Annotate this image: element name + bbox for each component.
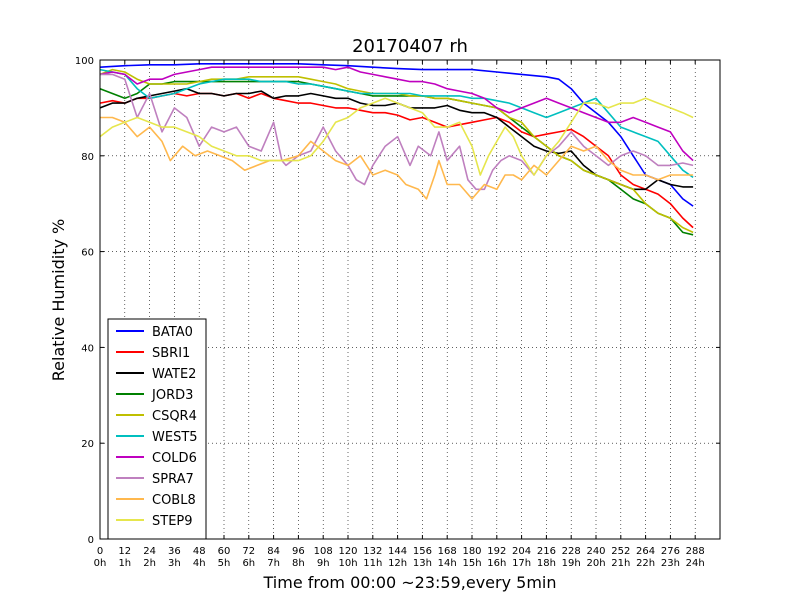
legend-label: BATA0 — [152, 325, 193, 340]
y-tick-label: 80 — [81, 152, 94, 163]
series-line-spra7 — [100, 73, 694, 191]
legend-label: CSQR4 — [152, 409, 197, 424]
x-tick-hour-label: 14h — [438, 558, 457, 569]
x-tick-label: 180 — [462, 546, 481, 557]
legend-label: JORD3 — [151, 388, 193, 403]
x-tick-label: 276 — [661, 546, 680, 557]
y-axis-label: Relative Humidity % — [49, 219, 68, 381]
series-line-sbri1 — [99, 92, 694, 229]
series-line-step9 — [99, 97, 694, 176]
x-tick-label: 168 — [438, 546, 457, 557]
y-tick-label: 100 — [75, 56, 94, 67]
x-tick-hour-label: 10h — [338, 558, 357, 569]
x-tick-hour-label: 4h — [193, 558, 206, 569]
x-tick-label: 108 — [314, 546, 333, 557]
series-line-cold6 — [99, 66, 694, 162]
legend-label: WEST5 — [152, 430, 198, 445]
x-tick-label: 48 — [193, 546, 206, 557]
x-tick-label: 24 — [143, 546, 156, 557]
y-tick-label: 60 — [81, 248, 94, 259]
x-tick-hour-label: 22h — [636, 558, 655, 569]
x-tick-label: 252 — [611, 546, 630, 557]
x-tick-label: 228 — [562, 546, 581, 557]
x-tick-label: 204 — [512, 546, 531, 557]
x-tick-hour-label: 24h — [686, 558, 705, 569]
series-line-cobl8 — [100, 116, 694, 200]
x-tick-label: 156 — [413, 546, 432, 557]
x-tick-hour-label: 8h — [292, 558, 305, 569]
x-tick-label: 144 — [388, 546, 407, 557]
x-tick-hour-label: 17h — [512, 558, 531, 569]
x-tick-hour-label: 16h — [487, 558, 506, 569]
series-lines — [99, 63, 694, 236]
x-tick-label: 264 — [636, 546, 655, 557]
x-tick-label: 216 — [537, 546, 556, 557]
x-tick-label: 192 — [487, 546, 506, 557]
plot-frame — [99, 59, 721, 540]
legend-box — [107, 318, 207, 540]
x-tick-label: 240 — [586, 546, 605, 557]
x-tick-label: 72 — [242, 546, 255, 557]
x-tick-hour-label: 3h — [168, 558, 181, 569]
chart-title: 20170407 rh — [352, 36, 468, 57]
legend-label: SBRI1 — [152, 346, 190, 361]
series-line-jord3 — [99, 80, 694, 236]
x-tick-hour-label: 1h — [118, 558, 131, 569]
x-tick-hour-label: 18h — [537, 558, 556, 569]
x-tick-hour-label: 2h — [143, 558, 156, 569]
x-tick-hour-label: 11h — [363, 558, 382, 569]
x-tick-hour-label: 13h — [413, 558, 432, 569]
x-tick-label: 288 — [686, 546, 705, 557]
x-tick-hour-label: 5h — [218, 558, 231, 569]
x-tick-label: 12 — [118, 546, 131, 557]
legend-label: SPRA7 — [152, 472, 194, 487]
x-axis-label: Time from 00:00 ~23:59,every 5min — [263, 573, 557, 592]
x-tick-label: 120 — [338, 546, 357, 557]
x-tick-hour-label: 7h — [267, 558, 280, 569]
legend-label: COLD6 — [152, 451, 197, 466]
legend-label: COBL8 — [152, 493, 196, 508]
x-tick-hour-label: 6h — [242, 558, 255, 569]
axis-ticks: 00h121h242h363h484h605h726h847h968h1089h… — [75, 56, 720, 569]
x-tick-hour-label: 19h — [562, 558, 581, 569]
x-tick-label: 96 — [292, 546, 305, 557]
y-tick-label: 0 — [88, 535, 94, 546]
series-line-bata0 — [99, 63, 694, 207]
y-tick-label: 40 — [81, 343, 94, 354]
x-tick-label: 132 — [363, 546, 382, 557]
x-tick-label: 84 — [267, 546, 280, 557]
x-tick-label: 60 — [218, 546, 231, 557]
series-line-west5 — [99, 68, 694, 179]
x-tick-hour-label: 0h — [94, 558, 107, 569]
x-tick-hour-label: 9h — [317, 558, 330, 569]
y-tick-label: 20 — [81, 439, 94, 450]
legend-label: WATE2 — [152, 367, 196, 382]
x-tick-hour-label: 12h — [388, 558, 407, 569]
x-tick-label: 36 — [168, 546, 181, 557]
x-tick-hour-label: 21h — [611, 558, 630, 569]
legend: BATA0 SBRI1 WATE2 JORD3 CSQR4 WEST5 COLD6 SPRA7… — [107, 318, 207, 540]
legend-label: STEP9 — [152, 514, 193, 529]
x-tick-hour-label: 20h — [586, 558, 605, 569]
x-tick-hour-label: 23h — [661, 558, 680, 569]
x-tick-hour-label: 15h — [462, 558, 481, 569]
x-tick-label: 0 — [97, 546, 103, 557]
